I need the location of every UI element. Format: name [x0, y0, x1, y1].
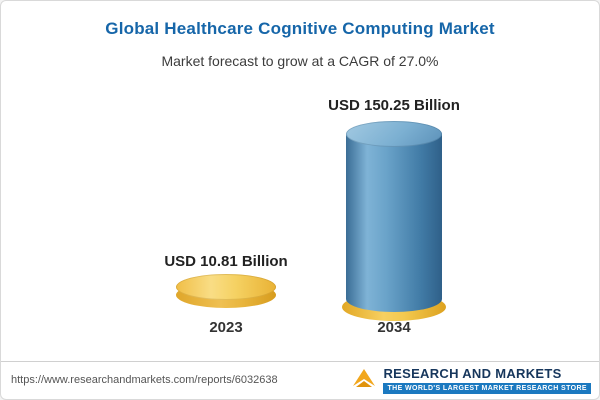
- bar-2034-cylinder-bottom: [346, 286, 442, 312]
- logo-text-block: RESEARCH AND MARKETS THE WORLD'S LARGEST…: [383, 365, 591, 395]
- footer-divider: [1, 361, 599, 362]
- value-label-2034: USD 150.25 Billion: [328, 97, 460, 114]
- research-and-markets-logo: RESEARCH AND MARKETS THE WORLD'S LARGEST…: [351, 365, 591, 396]
- axis-label-2034: 2034: [377, 319, 411, 336]
- chart-subtitle: Market forecast to grow at a CAGR of 27.…: [161, 53, 439, 69]
- logo-name: RESEARCH AND MARKETS: [383, 365, 562, 381]
- report-url: https://www.researchandmarkets.com/repor…: [11, 374, 278, 386]
- axis-label-2023: 2023: [209, 319, 243, 336]
- value-label-2023: USD 10.81 Billion: [164, 253, 288, 270]
- bar-2034-cylinder-top: [346, 121, 442, 147]
- chart-title: Global Healthcare Cognitive Computing Ma…: [105, 19, 495, 38]
- bar-2034-cylinder-body: [346, 134, 442, 299]
- logo-icon: [351, 365, 377, 396]
- logo-tagline: THE WORLD'S LARGEST MARKET RESEARCH STOR…: [383, 383, 591, 395]
- bar-2023-disc-top: [176, 274, 276, 300]
